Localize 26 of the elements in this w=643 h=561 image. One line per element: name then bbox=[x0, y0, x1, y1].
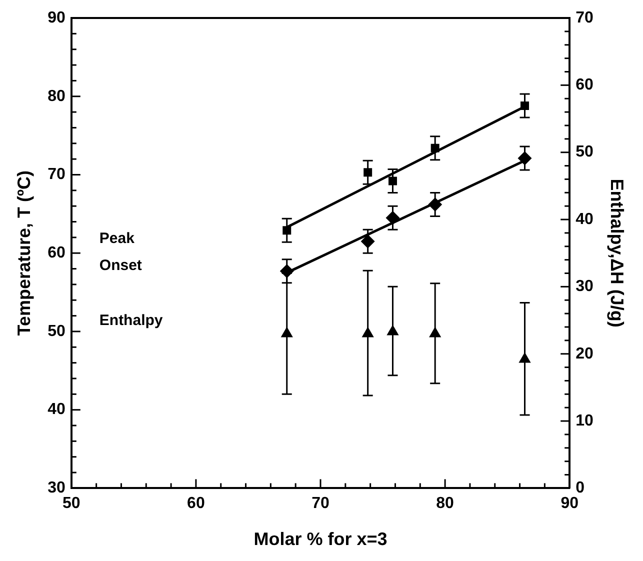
annotation: Peak bbox=[99, 230, 136, 248]
y2-tick-label: 20 bbox=[576, 345, 594, 362]
y2-tick-label: 0 bbox=[576, 480, 585, 497]
y-axis-title: Temperature, T (ºC) bbox=[14, 170, 34, 336]
x-axis-title: Molar % for x=3 bbox=[254, 529, 388, 550]
y2-tick-label: 10 bbox=[576, 412, 594, 430]
y2-tick-label: 40 bbox=[576, 210, 594, 228]
x-tick-label: 50 bbox=[62, 495, 80, 512]
y-tick-label: 30 bbox=[48, 480, 66, 497]
y-tick-label: 50 bbox=[48, 322, 66, 340]
y2-tick-label: 60 bbox=[576, 76, 594, 94]
y2-tick-label: 70 bbox=[576, 9, 594, 26]
x-tick-label: 60 bbox=[187, 495, 205, 512]
x-tick-label: 80 bbox=[436, 495, 454, 512]
x-tick-label: 70 bbox=[312, 495, 330, 512]
y-tick-label: 60 bbox=[48, 244, 66, 262]
annotation: Enthalpy bbox=[99, 312, 164, 330]
y2-tick-label: 30 bbox=[576, 278, 594, 296]
x-tick-label: 90 bbox=[560, 495, 579, 512]
y2-tick-label: 50 bbox=[576, 144, 594, 161]
y-tick-label: 40 bbox=[48, 401, 66, 418]
y-tick-label: 70 bbox=[48, 166, 66, 184]
y2-axis-title: Enthalpy,ΔH (J/g) bbox=[607, 178, 628, 328]
y-tick-label: 90 bbox=[48, 9, 66, 26]
annotation: Onset bbox=[99, 257, 142, 274]
y-tick-label: 80 bbox=[48, 88, 66, 105]
